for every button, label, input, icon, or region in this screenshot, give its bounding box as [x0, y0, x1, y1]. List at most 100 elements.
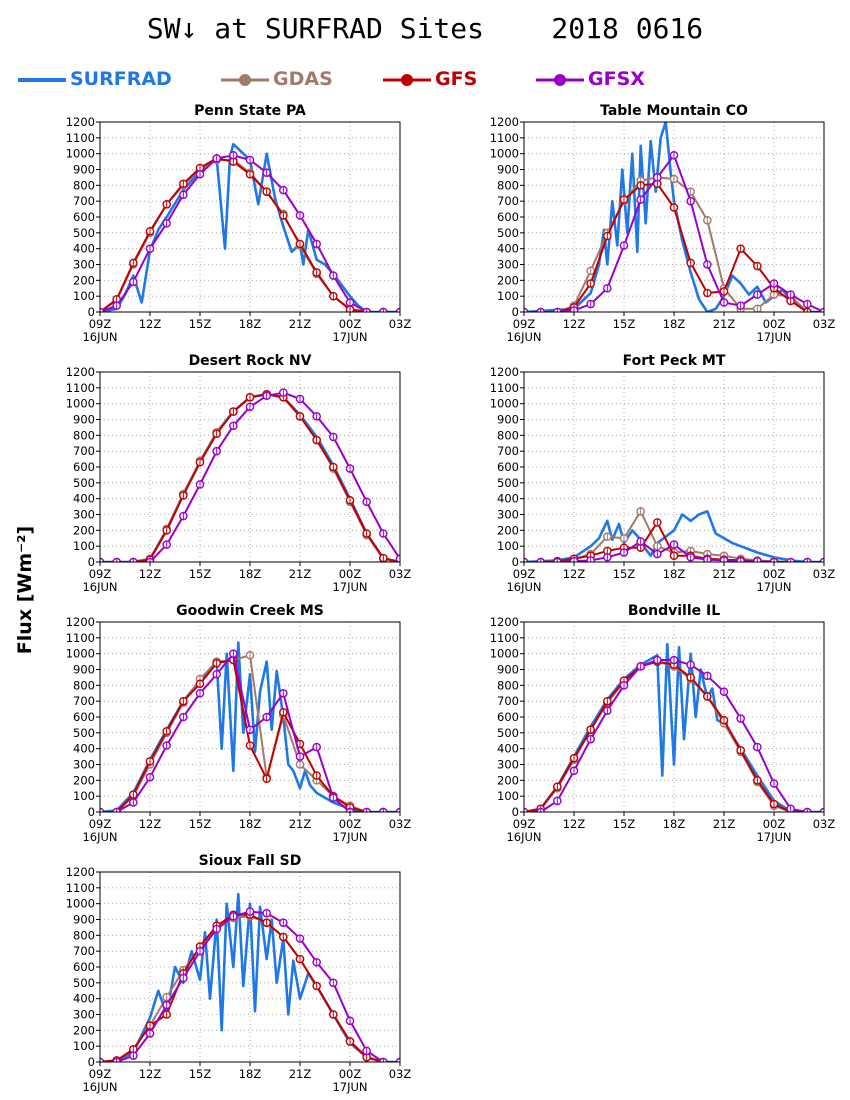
data-point-gfsx [819, 807, 824, 812]
y-tick-label: 100 [73, 1039, 95, 1053]
x-tick-label: 12Z [139, 1067, 162, 1081]
y-tick-label: 1100 [490, 631, 519, 645]
x-tick-label: 09Z [513, 817, 536, 831]
y-tick-label: 800 [73, 178, 95, 192]
y-tick-label: 1200 [66, 115, 95, 129]
y-tick-label: 200 [73, 773, 95, 787]
y-tick-label: 400 [497, 492, 519, 506]
y-tick-label: 300 [73, 508, 95, 522]
plot-frame [99, 871, 401, 1063]
x-tick-label: 18Z [663, 817, 686, 831]
y-tick-label: 1100 [66, 631, 95, 645]
x-tick-label: 03Z [389, 817, 412, 831]
x-tick-label: 18Z [239, 817, 262, 831]
y-tick-label: 900 [73, 163, 95, 177]
x-tick-label: 03Z [813, 567, 836, 581]
x-tick-label: 12Z [139, 567, 162, 581]
x-tick-label: 03Z [389, 317, 412, 331]
x-tick-label: 12Z [563, 317, 586, 331]
chart-table-mountain-co: Table Mountain CO01002003004005006007008… [490, 103, 836, 344]
series-line-surfrad [524, 122, 824, 312]
x-date-label: 17JUN [332, 580, 367, 594]
y-tick-label: 1100 [490, 131, 519, 145]
y-tick-label: 0 [88, 555, 95, 569]
y-tick-label: 1000 [490, 397, 519, 411]
x-tick-label: 18Z [239, 317, 262, 331]
y-tick-label: 400 [73, 992, 95, 1006]
x-tick-label: 09Z [513, 567, 536, 581]
series-surfrad [524, 122, 824, 312]
y-tick-label: 300 [497, 258, 519, 272]
y-tick-label: 300 [497, 758, 519, 772]
x-tick-label: 21Z [289, 567, 312, 581]
y-tick-label: 1100 [66, 881, 95, 895]
x-tick-label: 12Z [139, 317, 162, 331]
chart-title: Goodwin Creek MS [176, 603, 324, 619]
y-tick-label: 800 [73, 928, 95, 942]
series-line-gfsx [100, 910, 400, 1062]
y-tick-label: 1000 [66, 397, 95, 411]
x-tick-label: 21Z [289, 317, 312, 331]
y-tick-label: 1100 [66, 131, 95, 145]
y-tick-label: 300 [497, 508, 519, 522]
y-tick-label: 1200 [490, 115, 519, 129]
y-tick-label: 900 [73, 913, 95, 927]
x-date-label: 16JUN [82, 830, 117, 844]
x-tick-label: 15Z [189, 317, 212, 331]
y-tick-label: 400 [73, 742, 95, 756]
y-tick-label: 900 [497, 413, 519, 427]
x-tick-label: 00Z [339, 317, 362, 331]
legend-swatch-gfsx [536, 74, 584, 86]
y-tick-label: 800 [73, 428, 95, 442]
series-gfsx [100, 907, 400, 1062]
y-tick-label: 900 [497, 163, 519, 177]
series-gfsx [100, 388, 400, 562]
y-tick-label: 700 [73, 694, 95, 708]
y-tick-label: 100 [73, 789, 95, 803]
y-tick-label: 1200 [66, 365, 95, 379]
x-tick-label: 15Z [613, 317, 636, 331]
series-line-surfrad [524, 642, 824, 812]
x-date-label: 17JUN [332, 330, 367, 344]
series-gfs [100, 655, 400, 812]
y-tick-label: 1200 [490, 365, 519, 379]
chart-penn-state-pa: Penn State PA010020030040050060070080090… [66, 103, 412, 344]
y-tick-label: 300 [73, 258, 95, 272]
y-tick-label: 500 [73, 976, 95, 990]
chart-title: Penn State PA [194, 103, 306, 119]
x-tick-label: 03Z [389, 1067, 412, 1081]
y-tick-label: 500 [497, 726, 519, 740]
series-gfsx [524, 655, 824, 812]
plot-frame [523, 621, 825, 813]
x-tick-label: 00Z [339, 1067, 362, 1081]
chart-title: Fort Peck MT [623, 353, 726, 369]
x-date-label: 16JUN [82, 1080, 117, 1094]
y-tick-label: 0 [512, 805, 519, 819]
y-tick-label: 500 [73, 226, 95, 240]
chart-title: Desert Rock NV [189, 353, 312, 369]
legend-swatch-gdas [221, 74, 269, 86]
y-tick-label: 100 [497, 539, 519, 553]
x-tick-label: 03Z [813, 317, 836, 331]
y-tick-label: 100 [497, 289, 519, 303]
series-surfrad [524, 509, 824, 562]
y-tick-label: 1200 [490, 615, 519, 629]
y-tick-label: 500 [497, 476, 519, 490]
y-tick-label: 0 [88, 805, 95, 819]
chart-bondville-il: Bondville IL0100200300400500600700800900… [490, 603, 836, 844]
chart-title: Table Mountain CO [600, 103, 748, 119]
legend-label-gfsx: GFSX [588, 68, 645, 90]
x-tick-label: 12Z [563, 817, 586, 831]
y-tick-label: 1000 [66, 897, 95, 911]
legend-label-gfs: GFS [435, 68, 478, 90]
y-tick-label: 800 [497, 428, 519, 442]
y-tick-label: 0 [88, 1055, 95, 1069]
y-tick-label: 500 [73, 726, 95, 740]
y-tick-label: 800 [497, 178, 519, 192]
y-tick-label: 700 [497, 194, 519, 208]
y-tick-label: 1000 [66, 147, 95, 161]
x-tick-label: 03Z [389, 567, 412, 581]
y-tick-label: 1000 [490, 647, 519, 661]
x-tick-label: 09Z [89, 567, 112, 581]
x-tick-label: 03Z [813, 817, 836, 831]
